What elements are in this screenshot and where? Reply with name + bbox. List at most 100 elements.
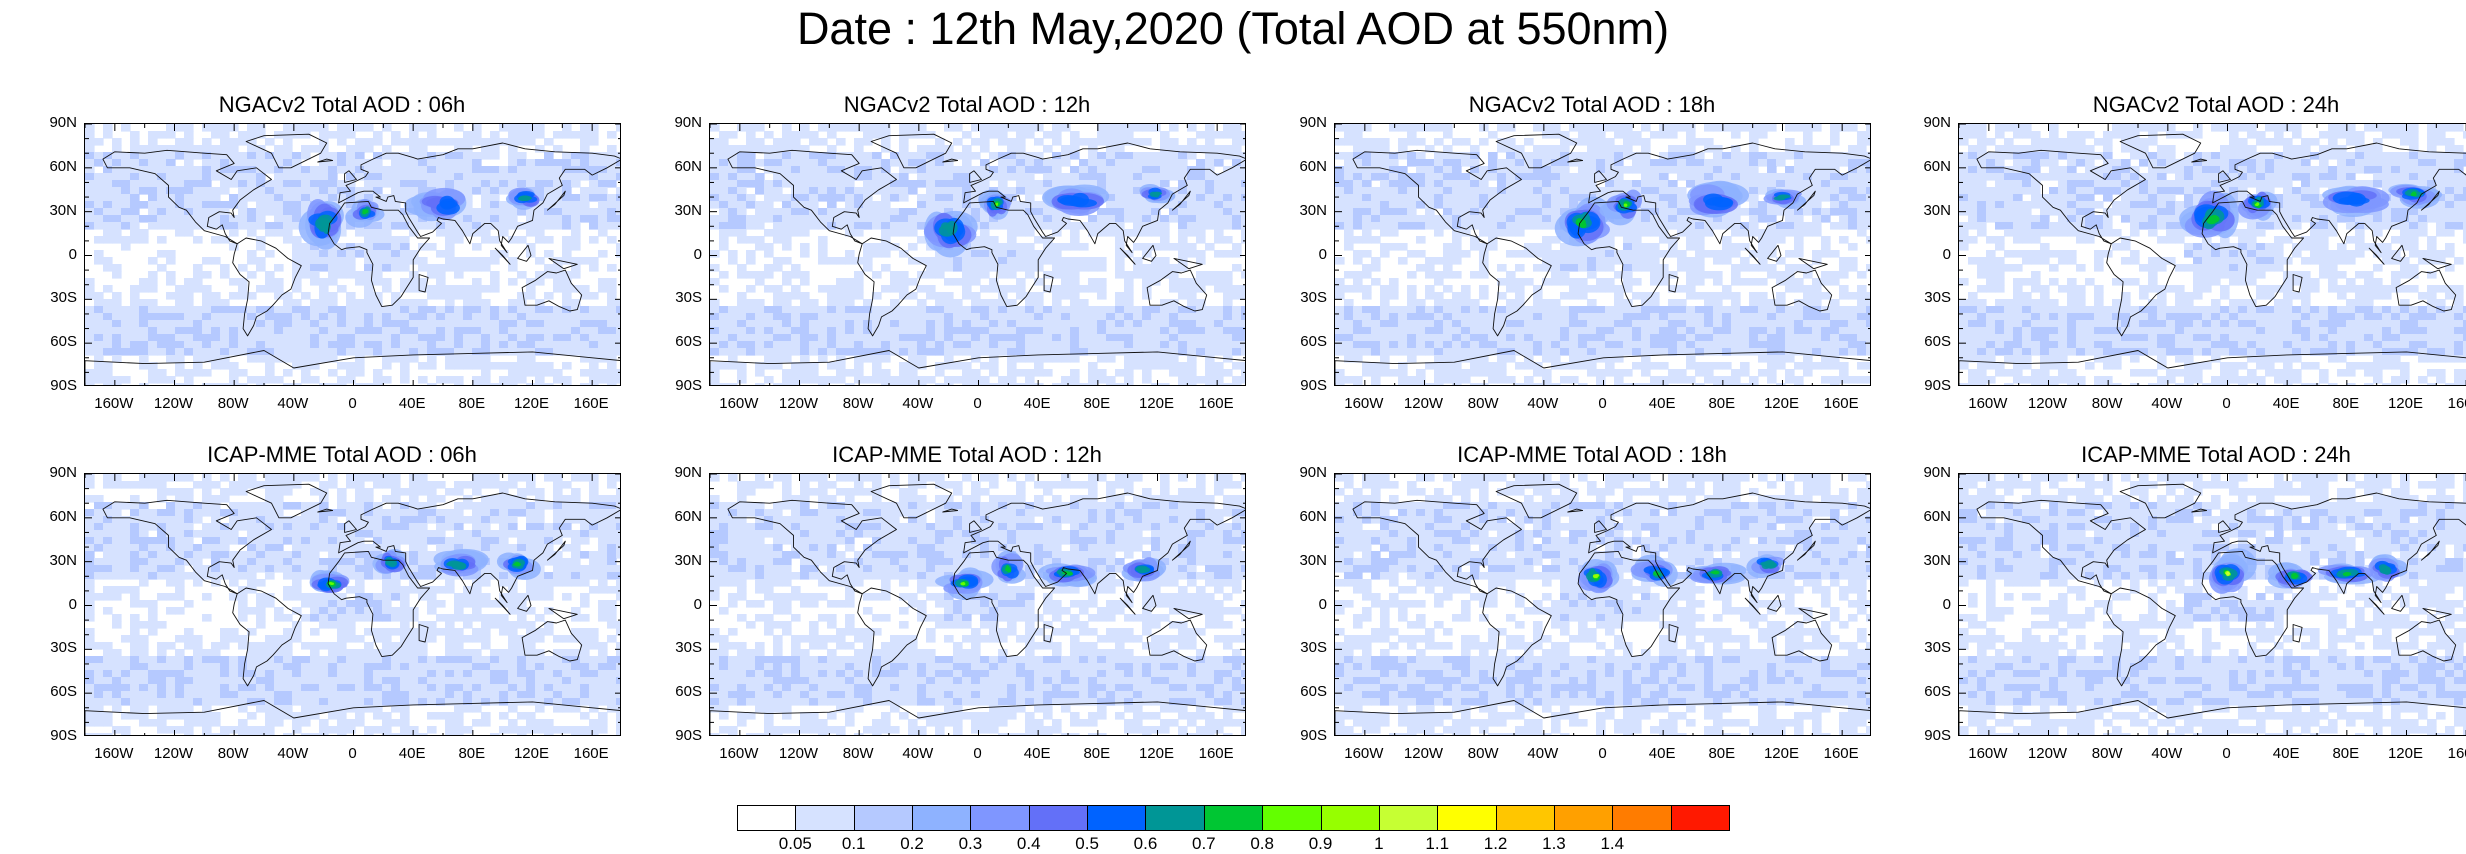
lon-tick-label: 0 — [1598, 745, 1607, 762]
colorbar-tick-label: 0.8 — [1250, 834, 1274, 853]
figure-title: Date : 12th May,2020 (Total AOD at 550nm… — [796, 3, 1670, 54]
map-panel-3: NGACv2 Total AOD : 18h 90N 60N 30N 0 30S 60S 90… — [1287, 92, 1897, 427]
lon-tick-label: 80W — [842, 395, 874, 412]
lat-tick-label: 60S — [50, 333, 77, 351]
axis-ticks — [710, 474, 1245, 735]
lat-tick-label: 90N — [1923, 464, 1951, 481]
colorbar-swatch — [1437, 805, 1497, 831]
lat-tick-label: 60N — [49, 157, 77, 175]
lon-tick-label: 0 — [348, 395, 357, 412]
lat-tick-label: 30S — [50, 289, 77, 307]
coastlines — [710, 483, 1245, 735]
lon-tick-label: 80E — [2332, 395, 2360, 412]
lat-tick-label: 30N — [1923, 201, 1951, 219]
lat-tick-label: 60N — [1923, 157, 1951, 175]
lon-tick-label: 160W — [1968, 395, 2008, 412]
coastlines — [1335, 483, 1870, 735]
colorbar-swatch — [970, 805, 1030, 831]
lon-tick-label: 160W — [94, 395, 134, 412]
lat-tick-label: 30N — [1299, 201, 1327, 219]
lon-tick-label: 160E — [2447, 395, 2466, 412]
map-frame — [1958, 123, 2466, 386]
lat-tick-label: 0 — [693, 245, 702, 263]
lat-tick-label: 60S — [1924, 333, 1951, 351]
lat-tick-label: 90N — [674, 114, 702, 131]
colorbar-tick-label: 0.9 — [1308, 834, 1333, 853]
lon-tick-label: 160W — [1344, 745, 1384, 762]
map-panel-7: ICAP-MME Total AOD : 18h 90N 60N 30N 0 30S 60S… — [1287, 442, 1897, 777]
aod-field — [1959, 124, 2466, 385]
lat-tick-label: 60S — [50, 683, 77, 701]
panel-title: NGACv2 Total AOD : 24h — [2092, 92, 2340, 117]
coastlines — [1335, 133, 1870, 385]
lon-tick-label: 120E — [513, 745, 550, 762]
lon-tick-label: 160E — [1198, 395, 1234, 412]
lon-tick-label: 120W — [778, 395, 819, 412]
axis-ticks — [710, 124, 1245, 385]
lat-tick-label: 30S — [50, 639, 77, 657]
lat-tick-label: 30N — [674, 201, 702, 219]
lon-tick-label: 160E — [573, 745, 609, 762]
lat-tick-label: 0 — [68, 595, 77, 613]
lon-tick-label: 40E — [2272, 745, 2300, 762]
lon-tick-label: 0 — [2222, 745, 2231, 762]
lat-tick-label: 90N — [674, 464, 702, 481]
lon-tick-label: 80W — [217, 745, 249, 762]
lon-tick-label: 80E — [1708, 395, 1736, 412]
lon-tick-label: 160W — [94, 745, 134, 762]
panel-title: NGACv2 Total AOD : 18h — [1468, 92, 1716, 117]
lon-tick-label: 80W — [2091, 395, 2123, 412]
map-frame — [84, 473, 621, 736]
lat-tick-label: 60N — [49, 507, 77, 525]
lon-tick-label: 120E — [1763, 745, 1800, 762]
lon-tick-label: 40W — [1527, 395, 1559, 412]
lat-tick-label: 0 — [693, 595, 702, 613]
aod-field — [85, 474, 620, 735]
colorbar-tick-label: 1.4 — [1600, 834, 1625, 853]
lon-tick-label: 160E — [573, 395, 609, 412]
lon-tick-label: 120W — [153, 395, 194, 412]
lon-tick-label: 40W — [902, 395, 934, 412]
lon-tick-label: 160E — [1198, 745, 1234, 762]
lon-tick-label: 80W — [1467, 745, 1499, 762]
map-frame — [709, 123, 1246, 386]
colorbar-tick-label: 0.3 — [958, 834, 983, 853]
lon-tick-label: 40E — [1023, 745, 1051, 762]
colorbar-tick-label: 1.3 — [1542, 834, 1566, 853]
map-panel-6: ICAP-MME Total AOD : 12h 90N 60N 30N 0 30S 60S… — [662, 442, 1272, 777]
lon-tick-label: 0 — [973, 395, 982, 412]
colorbar-swatch — [1262, 805, 1322, 831]
colorbar-swatch — [1378, 805, 1439, 831]
lon-tick-label: 80W — [1467, 395, 1499, 412]
lat-tick-label: 90N — [1923, 114, 1951, 131]
panel-title: ICAP-MME Total AOD : 06h — [207, 442, 477, 467]
lat-tick-label: 90S — [1300, 377, 1327, 394]
colorbar-swatch — [1553, 805, 1614, 831]
lon-tick-label: 40E — [1648, 745, 1676, 762]
lon-tick-label: 120W — [2027, 395, 2068, 412]
panel-title: NGACv2 Total AOD : 12h — [843, 92, 1091, 117]
aod-plumes — [1577, 554, 1786, 594]
lat-tick-label: 60N — [1299, 157, 1327, 175]
lon-tick-label: 40W — [2151, 745, 2183, 762]
lat-tick-label: 90S — [675, 377, 702, 394]
lon-tick-label: 80W — [842, 745, 874, 762]
colorbar-swatch — [1203, 805, 1264, 831]
lon-tick-label: 120W — [153, 745, 194, 762]
lon-tick-label: 80E — [1083, 745, 1111, 762]
colorbar-tick-label: 1.2 — [1483, 834, 1508, 853]
lon-tick-label: 120E — [1763, 395, 1800, 412]
lat-tick-label: 30S — [675, 289, 702, 307]
colorbar-tick-label: 0.2 — [900, 834, 924, 853]
lon-tick-label: 120E — [513, 395, 550, 412]
colorbar-tick-label: 0.5 — [1075, 834, 1099, 853]
lon-tick-label: 120W — [778, 745, 819, 762]
lat-tick-label: 30S — [1924, 289, 1951, 307]
lat-tick-label: 60S — [1924, 683, 1951, 701]
axis-ticks — [1959, 124, 2466, 385]
lon-tick-label: 0 — [1598, 395, 1607, 412]
colorbar-swatch — [1495, 805, 1555, 831]
lon-tick-label: 160E — [2447, 745, 2466, 762]
map-frame — [709, 473, 1246, 736]
colorbar — [737, 805, 1730, 831]
